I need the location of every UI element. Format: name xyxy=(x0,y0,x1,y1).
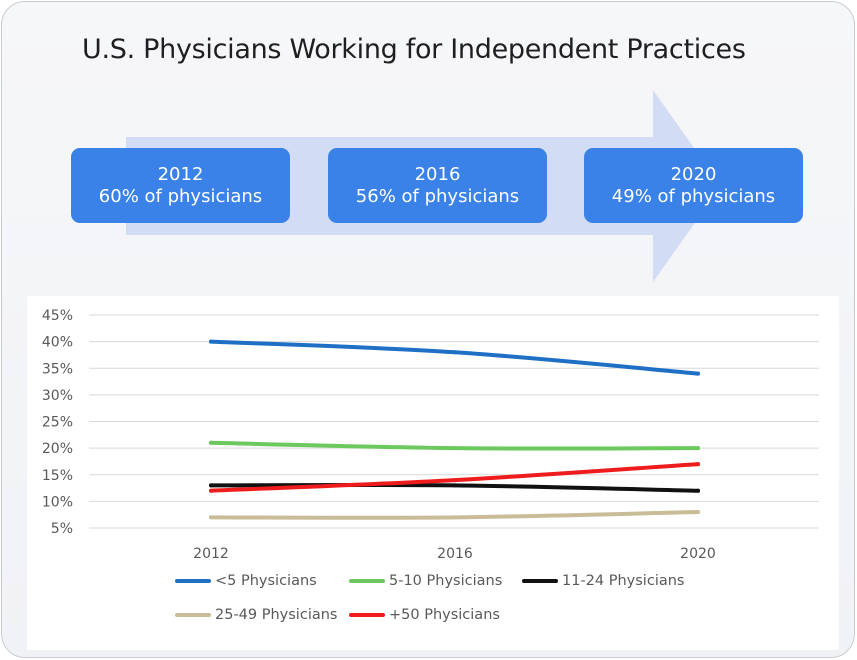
data-point xyxy=(209,339,213,344)
x-tick-label: 2016 xyxy=(437,546,473,562)
y-tick-label: 25% xyxy=(42,415,73,431)
line-chart: 5% 10% 15% 20% 25% 30% 35% 40% 45% 2012 2016 2020 <… xyxy=(27,296,839,650)
data-point xyxy=(209,488,213,493)
data-point xyxy=(696,510,700,515)
y-tick-label: 35% xyxy=(42,361,73,377)
timeline-share: 56% of physicians xyxy=(355,185,520,207)
timeline-year: 2016 xyxy=(414,163,461,185)
timeline-year: 2012 xyxy=(157,163,204,185)
data-point xyxy=(453,350,457,355)
timeline-year: 2020 xyxy=(670,163,717,185)
data-point xyxy=(696,462,700,467)
x-tick-label: 2020 xyxy=(680,546,716,562)
data-point xyxy=(453,446,457,451)
page-title: U.S. Physicians Working for Independent … xyxy=(82,34,746,65)
y-tick-label: 45% xyxy=(42,308,73,324)
timeline-share: 49% of physicians xyxy=(611,185,776,207)
timeline-box-2020: 2020 49% of physicians xyxy=(584,148,803,223)
series-line-0 xyxy=(209,339,700,376)
data-point xyxy=(696,446,700,451)
y-tick-label: 10% xyxy=(42,494,73,510)
data-point xyxy=(696,488,700,493)
data-point xyxy=(209,483,213,488)
y-tick-label: 40% xyxy=(42,335,73,351)
timeline-box-2012: 2012 60% of physicians xyxy=(71,148,290,223)
data-point xyxy=(209,515,213,520)
y-tick-label: 5% xyxy=(51,521,73,537)
data-point xyxy=(453,478,457,483)
data-point xyxy=(453,515,457,520)
data-point xyxy=(209,440,213,445)
y-tick-label: 15% xyxy=(42,468,73,484)
data-point xyxy=(453,483,457,488)
timeline-share: 60% of physicians xyxy=(98,185,263,207)
data-point xyxy=(696,371,700,376)
timeline-box-2016: 2016 56% of physicians xyxy=(328,148,547,223)
x-tick-label: 2012 xyxy=(193,546,229,562)
y-tick-label: 30% xyxy=(42,388,73,404)
y-tick-label: 20% xyxy=(42,441,73,457)
chart-canvas: 5% 10% 15% 20% 25% 30% 35% 40% 45% 2012 2016 2020 xyxy=(42,308,819,562)
